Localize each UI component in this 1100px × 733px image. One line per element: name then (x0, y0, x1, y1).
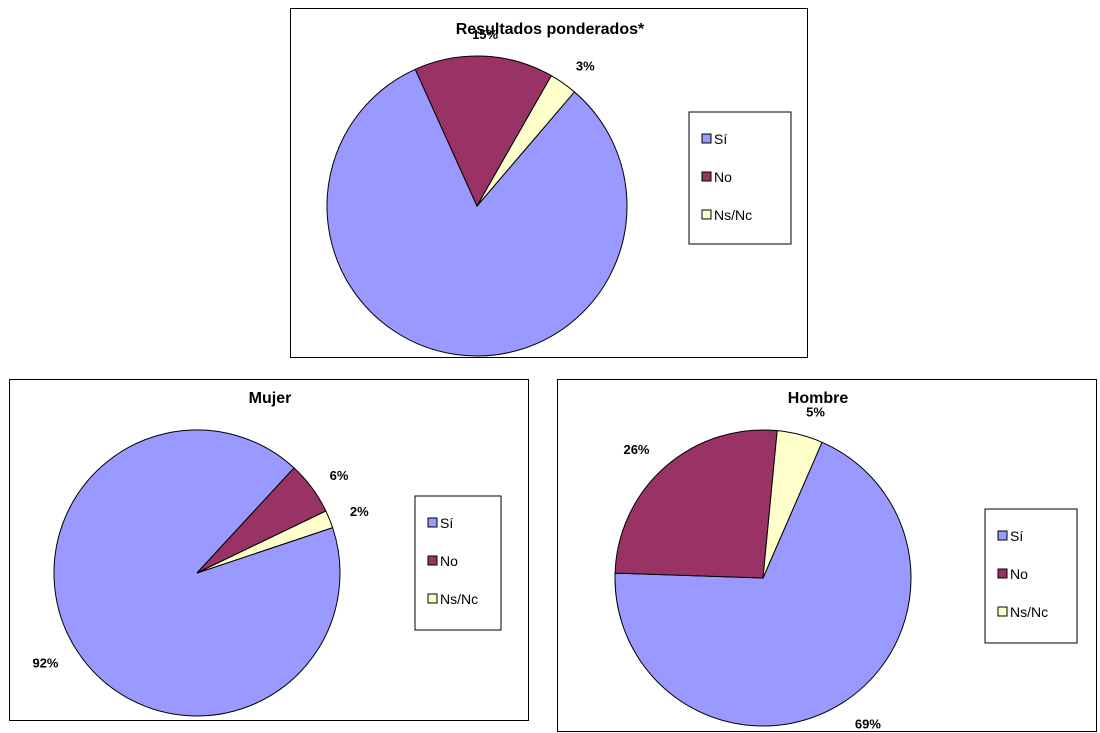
chart-title: Resultados ponderados* (456, 21, 645, 38)
pie-slice-no (414, 55, 553, 208)
pie-slice-ns-nc (196, 510, 334, 574)
data-label-no: 15% (472, 27, 498, 42)
legend-swatch-no (701, 171, 712, 182)
pie-slice-s (614, 441, 912, 727)
legend-swatch-ns-nc (997, 606, 1008, 617)
legend: Sí No Ns/Nc (688, 111, 792, 245)
chart-panel-mujer: Mujer 92% 6% 2% Sí No Ns/Nc (9, 379, 529, 721)
chart-title: Mujer (249, 390, 292, 407)
legend-label-s: Sí (440, 515, 453, 531)
legend-swatch-s (427, 517, 438, 528)
legend-swatch-ns-nc (427, 593, 438, 604)
data-label-s: 69% (855, 716, 881, 731)
legend-label-ns-nc: Ns/Nc (714, 207, 752, 223)
legend-label-s: Sí (1010, 528, 1023, 544)
pie-slice-ns-nc (476, 75, 576, 207)
data-label-s: 92% (32, 656, 58, 671)
legend-label-no: No (714, 169, 732, 185)
legend-swatch-ns-nc (701, 209, 712, 220)
data-label-ns-nc: 2% (350, 504, 369, 519)
pie-chart-weighted: Resultados ponderados* 82%15%3% SíNoNs/N… (326, 21, 792, 357)
pie-chart-hombre: Hombre 69% 26% 5% Sí No Ns/Nc (614, 390, 1078, 731)
chart-panel-weighted: Resultados ponderados* 82%15%3% SíNoNs/N… (290, 8, 808, 358)
pie-slice-ns-nc (762, 430, 823, 579)
legend-label-s: Sí (714, 131, 727, 147)
legend: Sí No Ns/Nc (414, 495, 502, 631)
data-label-ns-nc: 5% (806, 405, 825, 420)
legend-label-no: No (440, 553, 458, 569)
pie-slice-no (614, 429, 778, 579)
data-label-no: 6% (330, 468, 349, 483)
data-label-no: 26% (623, 442, 649, 457)
pie-slice-s (326, 68, 628, 357)
data-label-ns-nc: 3% (576, 58, 595, 73)
legend-label-ns-nc: Ns/Nc (440, 591, 478, 607)
pie-chart-mujer: Mujer 92% 6% 2% Sí No Ns/Nc (32, 390, 502, 717)
legend-label-no: No (1010, 566, 1028, 582)
chart-title: Hombre (788, 390, 849, 407)
legend-label-ns-nc: Ns/Nc (1010, 604, 1048, 620)
legend-swatch-no (427, 555, 438, 566)
legend: Sí No Ns/Nc (984, 508, 1078, 644)
legend-swatch-no (997, 568, 1008, 579)
chart-panel-hombre: Hombre 69% 26% 5% Sí No Ns/Nc (557, 379, 1097, 732)
legend-swatch-s (701, 133, 712, 144)
legend-swatch-s (997, 530, 1008, 541)
